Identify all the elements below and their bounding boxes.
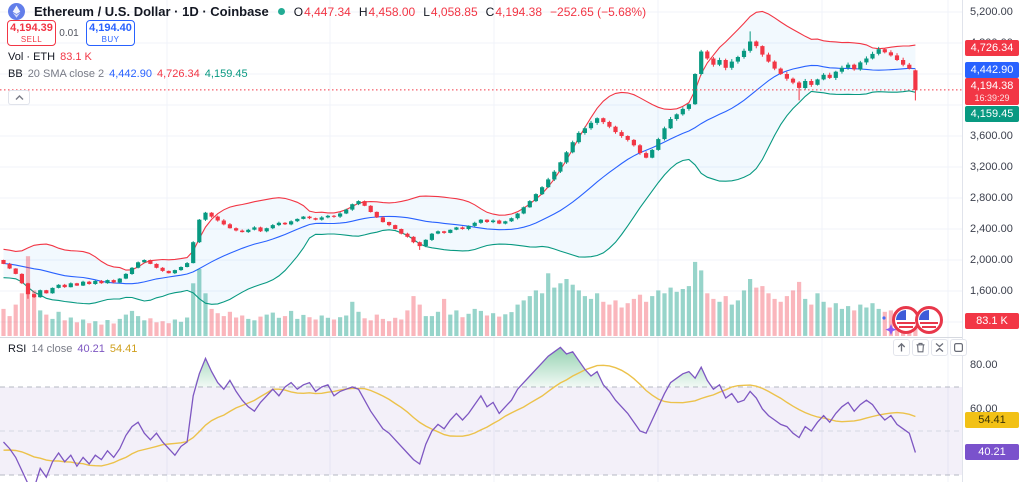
volume-legend[interactable]: Vol · ETH 83.1 K: [8, 51, 92, 63]
price-tick-label: 1,600.00: [970, 285, 1013, 297]
bb-mid-badge: 4,442.90: [965, 62, 1019, 78]
bb-lower-badge: 4,159.45: [965, 106, 1019, 122]
chart-header: Ethereum / U.S. Dollar · 1D · Coinbase O…: [8, 3, 646, 20]
rsi-tick-label: 80.00: [970, 359, 998, 371]
rsi-pane: [0, 346, 962, 482]
trade-widget: 4,194.39 SELL 0.01 4,194.40 BUY: [7, 20, 135, 46]
collapse-arrows-icon: [935, 343, 944, 352]
open-value: 4,447.34: [304, 4, 351, 19]
bb-legend-title: BB: [8, 68, 23, 80]
low-value: 4,058.85: [430, 4, 478, 19]
buy-label: BUY: [101, 34, 120, 44]
high-label: H: [358, 4, 368, 19]
emoji-stickers[interactable]: [882, 306, 943, 336]
bb-lower-line: [3, 90, 916, 305]
bb-upper-line: [3, 10, 916, 271]
pane-separator[interactable]: [0, 337, 1024, 338]
bb-fill: [3, 11, 916, 305]
bb-legend-params: 20 SMA close 2: [27, 68, 105, 80]
rsi-badge: 40.21: [965, 444, 1019, 460]
price-tick-label: 2,000.00: [970, 254, 1013, 266]
rsi-overbought-fill: [3, 347, 916, 387]
price-tick-label: 3,600.00: [970, 130, 1013, 142]
price-tick-label: 5,200.00: [970, 6, 1013, 18]
buy-button[interactable]: 4,194.40 BUY: [86, 20, 135, 46]
rsi-legend-value: 40.21: [77, 343, 105, 355]
high-value: 4,458.00: [368, 4, 416, 19]
collapse-pane-button[interactable]: [931, 339, 948, 356]
rsi-legend-params: 14 close: [31, 343, 73, 355]
sell-price: 4,194.39: [10, 21, 53, 34]
market-status-icon: [277, 8, 285, 15]
move-pane-up-button[interactable]: [893, 339, 910, 356]
symbol-title[interactable]: Ethereum / U.S. Dollar · 1D · Coinbase: [34, 4, 269, 19]
rsi-legend-title: RSI: [8, 343, 27, 355]
price-tick-label: 3,200.00: [970, 161, 1013, 173]
ethereum-icon: [8, 3, 25, 20]
bb-legend[interactable]: BB 20 SMA close 2 4,442.90 4,726.34 4,15…: [8, 68, 248, 80]
maximize-pane-button[interactable]: [950, 339, 967, 356]
change-value: −252.65 (−5.68%): [550, 4, 647, 19]
candlestick-series: [1, 31, 918, 299]
collapse-legend-button[interactable]: [8, 90, 30, 105]
sell-label: SELL: [20, 34, 43, 44]
low-label: L: [423, 4, 430, 19]
trash-icon: [916, 342, 925, 353]
last-price-value: 4,194.38: [970, 80, 1014, 92]
grid-lines: [0, 0, 962, 482]
flag-emoji-sticker-2: [915, 306, 943, 334]
rsi-line: [3, 346, 917, 482]
bb-legend-mid-value: 4,442.90: [109, 68, 152, 80]
sell-button[interactable]: 4,194.39 SELL: [7, 20, 56, 46]
bb-legend-upper-value: 4,726.34: [156, 68, 200, 80]
rsi-pane-toolbar: [893, 339, 967, 356]
arrow-up-icon: [897, 342, 906, 352]
close-value: 4,194.38: [495, 4, 543, 19]
open-label: O: [293, 4, 304, 19]
price-scale[interactable]: 60.0080.001,200.001,600.002,000.002,400.…: [962, 0, 1024, 482]
buy-price: 4,194.40: [89, 21, 132, 34]
price-pane: [1, 10, 918, 336]
last-price-badge: 4,194.38 16:39:29: [965, 78, 1019, 105]
bar-countdown: 16:39:29: [974, 92, 1010, 103]
maximize-icon: [954, 343, 964, 353]
price-chart-canvas[interactable]: [0, 0, 962, 482]
flag-emoji-sticker-1: [892, 306, 920, 334]
ohlc-readout: O4,447.34 H4,458.00 L4,058.85 C4,194.38 …: [294, 5, 646, 19]
rsi-ma-badge: 54.41: [965, 412, 1019, 428]
close-label: C: [485, 4, 495, 19]
spread-value: 0.01: [59, 27, 79, 39]
price-tick-label: 2,800.00: [970, 192, 1013, 204]
rsi-ma-line: [3, 364, 916, 467]
bb-upper-badge: 4,726.34: [965, 40, 1019, 56]
rsi-legend[interactable]: RSI 14 close 40.21 54.41: [8, 343, 137, 355]
rsi-legend-ma-value: 54.41: [109, 343, 138, 355]
volume-legend-value: 83.1 K: [60, 51, 92, 63]
volume-badge: 83.1 K: [965, 313, 1019, 329]
delete-pane-button[interactable]: [912, 339, 929, 356]
chevron-up-icon: [15, 94, 23, 100]
dot-sticker: [882, 316, 886, 320]
volume-legend-title: Vol · ETH: [8, 51, 56, 63]
bb-legend-lower-value: 4,159.45: [204, 68, 248, 80]
price-tick-label: 2,400.00: [970, 223, 1013, 235]
bb-mid-line: [3, 64, 916, 285]
sparkle-sticker: [885, 324, 897, 336]
